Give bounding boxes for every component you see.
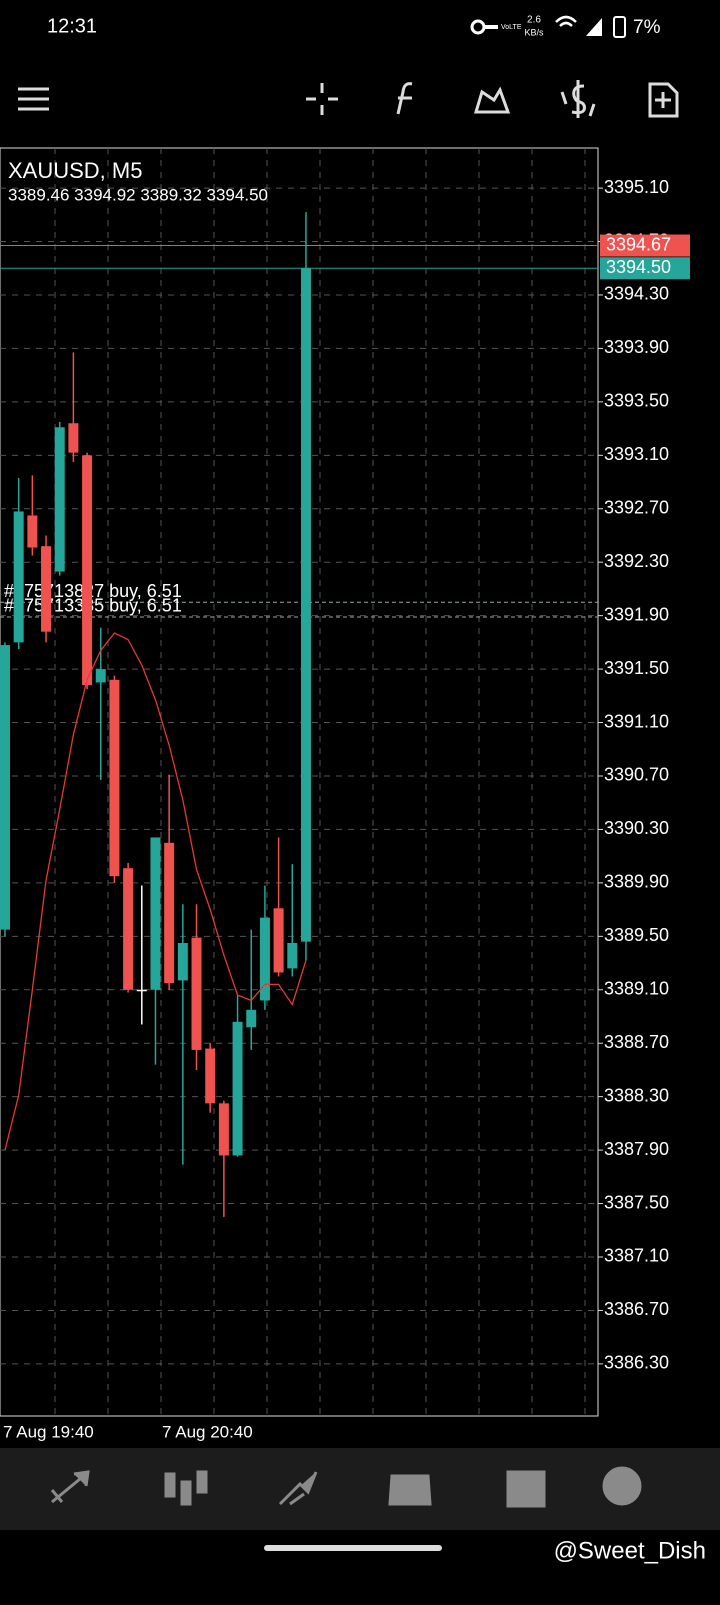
candle-body	[54, 427, 65, 572]
y-tick-label: 3390.30	[604, 818, 669, 838]
wifi-icon	[555, 15, 577, 27]
candle-body	[27, 515, 38, 548]
y-tick-label: 3392.70	[604, 498, 669, 518]
candle-body	[123, 868, 134, 990]
indicators-button[interactable]	[396, 82, 413, 115]
y-tick-label: 3391.50	[604, 658, 669, 678]
ask-label: 3394.67	[606, 234, 671, 254]
toolbar	[18, 80, 679, 118]
news-tab[interactable]	[506, 1470, 546, 1508]
status-time: 12:31	[47, 15, 97, 37]
y-tick-label: 3388.30	[604, 1085, 669, 1105]
y-tick-label: 3393.50	[604, 391, 669, 411]
y-tick-label: 3387.90	[604, 1139, 669, 1159]
bottom-nav	[0, 1448, 720, 1530]
moving-average	[4, 632, 307, 1151]
candle-body	[95, 669, 106, 683]
candle-body	[205, 1048, 216, 1104]
candle-body	[191, 937, 202, 1050]
gesture-bar	[264, 1545, 442, 1551]
candle-body	[13, 511, 24, 643]
battery: 7%	[633, 17, 661, 38]
menu-button[interactable]	[18, 87, 49, 111]
trade-tab[interactable]	[278, 1471, 318, 1506]
y-tick-label: 3392.30	[604, 551, 669, 571]
y-tick-label: 3391.10	[604, 711, 669, 731]
new-order-button[interactable]	[648, 82, 679, 118]
y-tick-label: 3395.10	[604, 177, 669, 197]
candle-body	[41, 546, 52, 632]
y-tick-label: 3394.30	[604, 284, 669, 304]
messages-tab[interactable]	[602, 1466, 642, 1506]
bid-tag	[600, 257, 690, 280]
x-tick-label: 7 Aug 20:40	[162, 1422, 253, 1441]
y-tick-label: 3387.50	[604, 1192, 669, 1212]
ohlc-readout: 3389.46 3394.92 3389.32 3394.50	[8, 185, 268, 204]
candle-body	[287, 943, 298, 969]
candle-body	[177, 943, 188, 981]
candle-body	[273, 908, 284, 973]
ask-tag	[600, 234, 690, 257]
chart-tab[interactable]	[164, 1470, 208, 1506]
candle-body	[0, 645, 10, 930]
y-tick-label: 3393.10	[604, 444, 669, 464]
y-tick-label: 3387.10	[604, 1246, 669, 1266]
signal-icon	[586, 18, 602, 36]
net-speed: 2.6	[527, 15, 541, 26]
candle-body	[164, 842, 175, 984]
vertical-grid	[54, 148, 586, 1416]
order-label: #475713385 buy, 6.51	[4, 596, 182, 616]
candle-body	[232, 1021, 243, 1156]
quotes-tab[interactable]	[50, 1470, 90, 1504]
y-tick-label: 3388.70	[604, 1032, 669, 1052]
crosshair-button[interactable]	[306, 83, 338, 115]
chart-symbol: XAUUSD, M5	[8, 158, 142, 183]
candle-body	[300, 268, 311, 942]
volte: VoLTE	[501, 24, 522, 31]
y-tick-label: 3389.10	[604, 979, 669, 999]
key-icon	[470, 19, 498, 35]
history-tab[interactable]	[388, 1474, 432, 1506]
bid-label: 3394.50	[606, 257, 671, 277]
y-tick-label: 3389.90	[604, 872, 669, 892]
x-tick-label: 7 Aug 19:40	[3, 1422, 94, 1441]
y-tick-label: 3390.70	[604, 765, 669, 785]
candle-body	[150, 837, 161, 990]
y-tick-label: 3389.50	[604, 925, 669, 945]
net-unit: KB/s	[524, 27, 544, 37]
trade-button[interactable]	[560, 80, 596, 118]
candle-body	[136, 989, 147, 992]
battery-icon	[613, 16, 626, 38]
chart-frame	[0, 147, 599, 1417]
candle-body	[259, 917, 270, 1001]
y-tick-label: 3393.90	[604, 337, 669, 357]
candle-body	[109, 679, 120, 877]
watermark: @Sweet_Dish	[554, 1537, 706, 1564]
candle-body	[68, 423, 79, 453]
candle-body	[246, 1009, 257, 1028]
y-tick-label: 3391.90	[604, 604, 669, 624]
y-tick-label: 3386.30	[604, 1353, 669, 1373]
candle-body	[82, 455, 93, 686]
objects-button[interactable]	[473, 86, 511, 114]
candle-body	[218, 1103, 229, 1156]
y-tick-label: 3386.70	[604, 1299, 669, 1319]
